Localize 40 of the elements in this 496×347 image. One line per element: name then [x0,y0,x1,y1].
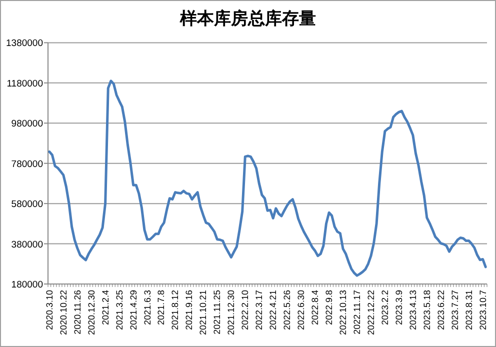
xtick: 2023.10.7 [478,290,488,330]
xtick: 2022.2.10 [240,290,250,330]
xtick: 2023.7.27 [450,290,460,330]
xtick: 2021.7.8 [156,290,166,326]
xtick: 2021.8.12 [170,290,180,330]
xtick: 2021.11.25 [212,290,222,334]
xtick: 2023.8.31 [464,290,474,330]
ytick: 1380000 [6,38,43,50]
xtick: 2020.12.30 [86,290,96,336]
ytick: 580000 [11,199,43,210]
xtick: 2020.3.10 [44,290,54,330]
xtick: 2021.3.25 [114,290,124,330]
xtick: 2020.10.22 [58,290,68,336]
xtick: 2021.12.30 [226,290,236,336]
xtick: 2022.3.17 [254,290,264,330]
xtick: 2022.6.30 [296,290,306,330]
xtick: 2023.3.9 [394,290,404,326]
title: 样本库房总库存量 [180,9,316,28]
xtick: 2022.12.22 [366,290,376,336]
ytick: 780000 [11,158,43,170]
xtick: 2023.6.22 [436,290,446,330]
xtick: 2022.8.4 [310,290,320,326]
ytick: 180000 [11,280,43,290]
xtick: 2023.2.2 [380,290,390,326]
xtick: 2021.10.21 [198,290,208,336]
xtick: 2022.9.8 [324,290,334,326]
xtick: 2022.10.13 [338,290,348,336]
xtick: 2020.11.26 [72,290,82,334]
xtick: 2022.5.26 [282,290,292,330]
xtick: 2021.9.16 [184,290,194,330]
xtick: 2023.5.18 [422,290,432,330]
ytick: 380000 [11,239,43,250]
ytick: 1180000 [6,78,43,90]
ytick: 980000 [11,118,43,130]
xtick: 2021.4.29 [128,290,138,330]
xtick: 2021.2.4 [100,290,110,326]
xtick: 2021.6.3 [142,290,152,326]
xtick: 2022.4.21 [268,290,278,330]
xtick: 2022.11.17 [352,290,362,334]
xtick: 2023.4.13 [408,290,418,330]
